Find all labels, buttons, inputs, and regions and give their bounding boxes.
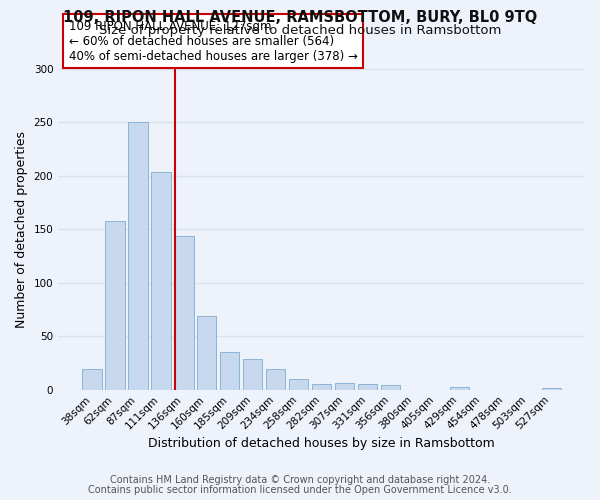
- Bar: [105, 221, 125, 390]
- Bar: [82, 370, 101, 390]
- Text: 109, RIPON HALL AVENUE, RAMSBOTTOM, BURY, BL0 9TQ: 109, RIPON HALL AVENUE, RAMSBOTTOM, BURY…: [63, 10, 537, 25]
- Bar: [174, 236, 194, 390]
- Bar: [542, 388, 561, 390]
- Text: Contains HM Land Registry data © Crown copyright and database right 2024.: Contains HM Land Registry data © Crown c…: [110, 475, 490, 485]
- Bar: [197, 316, 217, 390]
- Bar: [289, 379, 308, 390]
- Text: Contains public sector information licensed under the Open Government Licence v3: Contains public sector information licen…: [88, 485, 512, 495]
- Text: Size of property relative to detached houses in Ramsbottom: Size of property relative to detached ho…: [99, 24, 501, 37]
- Bar: [266, 370, 286, 390]
- X-axis label: Distribution of detached houses by size in Ramsbottom: Distribution of detached houses by size …: [148, 437, 495, 450]
- Bar: [220, 352, 239, 390]
- Bar: [151, 172, 170, 390]
- Y-axis label: Number of detached properties: Number of detached properties: [15, 131, 28, 328]
- Text: 109 RIPON HALL AVENUE: 127sqm
← 60% of detached houses are smaller (564)
40% of : 109 RIPON HALL AVENUE: 127sqm ← 60% of d…: [69, 20, 358, 62]
- Bar: [335, 384, 355, 390]
- Bar: [358, 384, 377, 390]
- Bar: [381, 386, 400, 390]
- Bar: [128, 122, 148, 390]
- Bar: [312, 384, 331, 390]
- Bar: [243, 358, 262, 390]
- Bar: [449, 386, 469, 390]
